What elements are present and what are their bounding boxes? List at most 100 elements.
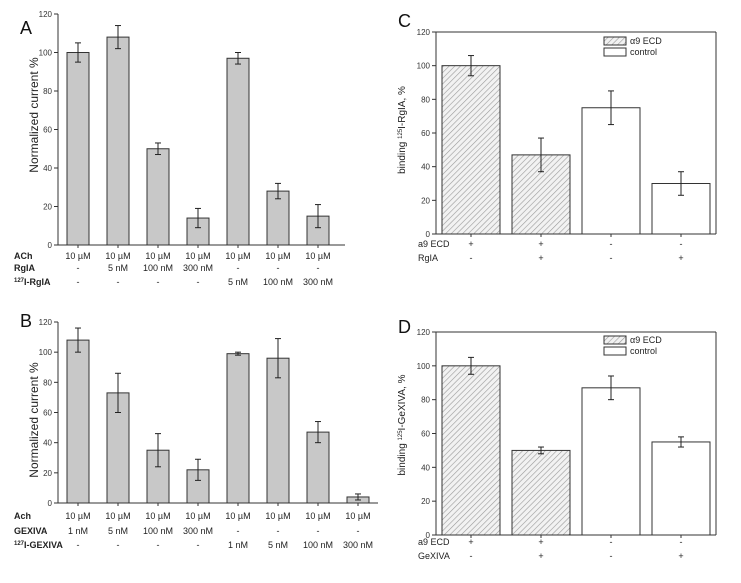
panel-b-ytick-label: 80 xyxy=(43,378,52,387)
panel-a-ytick-label: 20 xyxy=(43,203,52,212)
panel-c-cell: - xyxy=(680,239,683,249)
panel-b-cell: 100 nM xyxy=(143,526,173,536)
panel-d-cell: + xyxy=(538,551,543,561)
panel-b-cell: - xyxy=(197,540,200,550)
panel-b-ytick-label: 20 xyxy=(43,469,52,478)
panel-a-cell: - xyxy=(117,277,120,287)
panel-a-cell: - xyxy=(197,277,200,287)
panel-d-legend-label: control xyxy=(630,346,657,356)
panel-a-cell: - xyxy=(317,263,320,273)
panel-b-ytick-label: 40 xyxy=(43,439,52,448)
panel-b-row-label: Ach xyxy=(14,511,31,521)
panel-d-ytick-label: 120 xyxy=(417,328,431,337)
panel-c-legend-swatch xyxy=(603,36,627,46)
panel-a-cell: - xyxy=(277,263,280,273)
panel-b-cell: 10 µM xyxy=(105,511,130,521)
panel-a-cell: 5 nM xyxy=(108,263,128,273)
panel-d-ylabel: binding 125I-GeXIVA, % xyxy=(397,374,408,475)
panel-b-ytick-label: 120 xyxy=(39,318,53,327)
panel-d-cell: - xyxy=(680,537,683,547)
panel-c-bar xyxy=(441,65,501,235)
panel-c-bar xyxy=(581,107,641,235)
panel-c-ytick-label: 100 xyxy=(417,62,431,71)
panel-c-row-label: a9 ECD xyxy=(418,239,450,249)
panel-b-ylabel: Normalized current % xyxy=(27,362,41,478)
panel-c-legend-swatch xyxy=(603,47,627,57)
panel-c-cell: - xyxy=(610,253,613,263)
panel-c-legend-label: α9 ECD xyxy=(630,36,662,46)
panel-a-ytick-label: 40 xyxy=(43,164,52,173)
panel-b-ytick-label: 0 xyxy=(48,499,53,508)
panel-b-row-label: 127I-GEXIVA xyxy=(14,540,63,550)
panel-c-ytick-label: 80 xyxy=(421,95,430,104)
panel-c-ytick-label: 20 xyxy=(421,196,430,205)
panel-a-cell: 100 nM xyxy=(263,277,293,287)
panel-c-cell: + xyxy=(538,253,543,263)
panel-c-chart: 0 20 40 60 80 100 120 a9 ECD + + - - RgIA - + - + α9 ECDc… xyxy=(417,28,717,263)
panel-b-cell: 5 nM xyxy=(268,540,288,550)
panel-b-cell: - xyxy=(157,540,160,550)
panel-b-cell: - xyxy=(117,540,120,550)
panel-c-ytick-label: 40 xyxy=(421,163,430,172)
panel-d-cell: + xyxy=(468,537,473,547)
panel-a-cell: 10 µM xyxy=(65,251,90,261)
panel-a-ytick-label: 60 xyxy=(43,126,52,135)
panel-a-cell: 10 µM xyxy=(265,251,290,261)
panel-d-bar xyxy=(651,441,711,536)
panel-c-ytick-label: 60 xyxy=(421,129,430,138)
panel-d-letter: D xyxy=(398,317,411,337)
panel-b-bar xyxy=(66,339,90,504)
panel-d-bar xyxy=(581,387,641,536)
panel-b-cell: - xyxy=(277,526,280,536)
panel-a-cell: 10 µM xyxy=(225,251,250,261)
panel-a-cell: 10 µM xyxy=(145,251,170,261)
panel-c-letter: C xyxy=(398,11,411,31)
panel-a-row-label: 127I-RgIA xyxy=(14,277,51,287)
panel-a-ylabel: Normalized current % xyxy=(27,57,41,173)
panel-b-ytick-label: 60 xyxy=(43,409,52,418)
panel-a-bar xyxy=(226,57,250,246)
panel-b-cell: - xyxy=(317,526,320,536)
panel-d-ytick-label: 20 xyxy=(421,497,430,506)
panel-a-cell: 300 nM xyxy=(183,263,213,273)
panel-b-cell: 10 µM xyxy=(65,511,90,521)
panel-a-bar xyxy=(146,148,170,246)
panel-a-ytick-label: 100 xyxy=(39,49,53,58)
panel-b-cell: 10 µM xyxy=(225,511,250,521)
panel-a-cell: - xyxy=(77,277,80,287)
panel-b-cell: 300 nM xyxy=(343,540,373,550)
panel-a-row-label: ACh xyxy=(14,251,33,261)
panel-d-cell: + xyxy=(538,537,543,547)
panel-b-cell: 10 µM xyxy=(265,511,290,521)
panel-b-cell: - xyxy=(77,540,80,550)
panel-a-letter: A xyxy=(20,18,32,38)
panel-c-ytick-label: 120 xyxy=(417,28,431,37)
panel-c-ylabel: binding 125I-RgIA, % xyxy=(397,86,408,174)
panel-a-cell: 300 nM xyxy=(303,277,333,287)
panel-a-cell: 10 µM xyxy=(105,251,130,261)
panel-b-bar xyxy=(226,353,250,504)
panel-d-bar xyxy=(511,449,571,536)
panel-a-cell: - xyxy=(237,263,240,273)
panel-a-cell: - xyxy=(157,277,160,287)
panel-a-ytick-label: 80 xyxy=(43,87,52,96)
panel-d-legend-swatch xyxy=(603,335,627,345)
panel-c-row-label: RgIA xyxy=(418,253,438,263)
panel-d-legend-swatch xyxy=(603,346,627,356)
panel-a-cell: 100 nM xyxy=(143,263,173,273)
panel-d-cell: - xyxy=(610,537,613,547)
panel-a-row-label: RgIA xyxy=(14,263,35,273)
panel-c-cell: - xyxy=(470,253,473,263)
panel-d-cell: - xyxy=(610,551,613,561)
panel-d-row-label: GeXIVA xyxy=(418,551,450,561)
panel-a-cell: - xyxy=(77,263,80,273)
panel-d-ytick-label: 0 xyxy=(426,531,431,540)
panel-d-row-label: a9 ECD xyxy=(418,537,450,547)
panel-b-cell: 300 nM xyxy=(183,526,213,536)
panel-b-letter: B xyxy=(20,311,32,331)
panel-b-cell: - xyxy=(237,526,240,536)
panel-b-cell: 100 nM xyxy=(303,540,333,550)
panel-a-cell: 10 µM xyxy=(305,251,330,261)
panel-d-chart: 0 20 40 60 80 100 120 a9 ECD + + - - GeXIVA - + - + α9 EC… xyxy=(417,328,717,561)
